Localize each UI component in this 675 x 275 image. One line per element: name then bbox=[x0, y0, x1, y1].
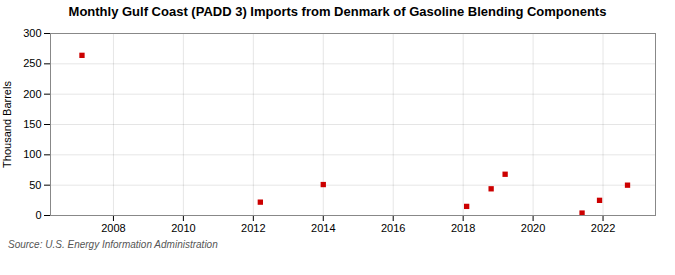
svg-text:250: 250 bbox=[23, 57, 41, 69]
svg-text:150: 150 bbox=[23, 118, 41, 130]
html-text:Source: U.S. Energy Informatio: Source: U.S. Energy Information Administ… bbox=[8, 239, 218, 250]
svg-text:2022: 2022 bbox=[591, 222, 615, 234]
html-text:Monthly Gulf Coast (PADD 3) Im: Monthly Gulf Coast (PADD 3) Imports from… bbox=[68, 4, 607, 19]
svg-text:50: 50 bbox=[29, 179, 41, 191]
svg-text:2008: 2008 bbox=[101, 222, 125, 234]
svg-text:0: 0 bbox=[35, 209, 41, 221]
svg-text:2018: 2018 bbox=[451, 222, 475, 234]
svg-text:2010: 2010 bbox=[171, 222, 195, 234]
svg-text:2016: 2016 bbox=[381, 222, 405, 234]
svg-text:2014: 2014 bbox=[311, 222, 335, 234]
svg-text:300: 300 bbox=[23, 27, 41, 39]
svg-text:2012: 2012 bbox=[241, 222, 265, 234]
svg-text:2020: 2020 bbox=[521, 222, 545, 234]
svg-text:100: 100 bbox=[23, 148, 41, 160]
svg-text:200: 200 bbox=[23, 88, 41, 100]
svg-text:Thousand Barrels: Thousand Barrels bbox=[1, 81, 13, 168]
